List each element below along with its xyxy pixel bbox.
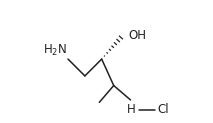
Text: Cl: Cl: [157, 103, 169, 116]
Text: OH: OH: [128, 29, 146, 42]
Text: H$_2$N: H$_2$N: [43, 43, 67, 58]
Text: H: H: [127, 103, 135, 116]
